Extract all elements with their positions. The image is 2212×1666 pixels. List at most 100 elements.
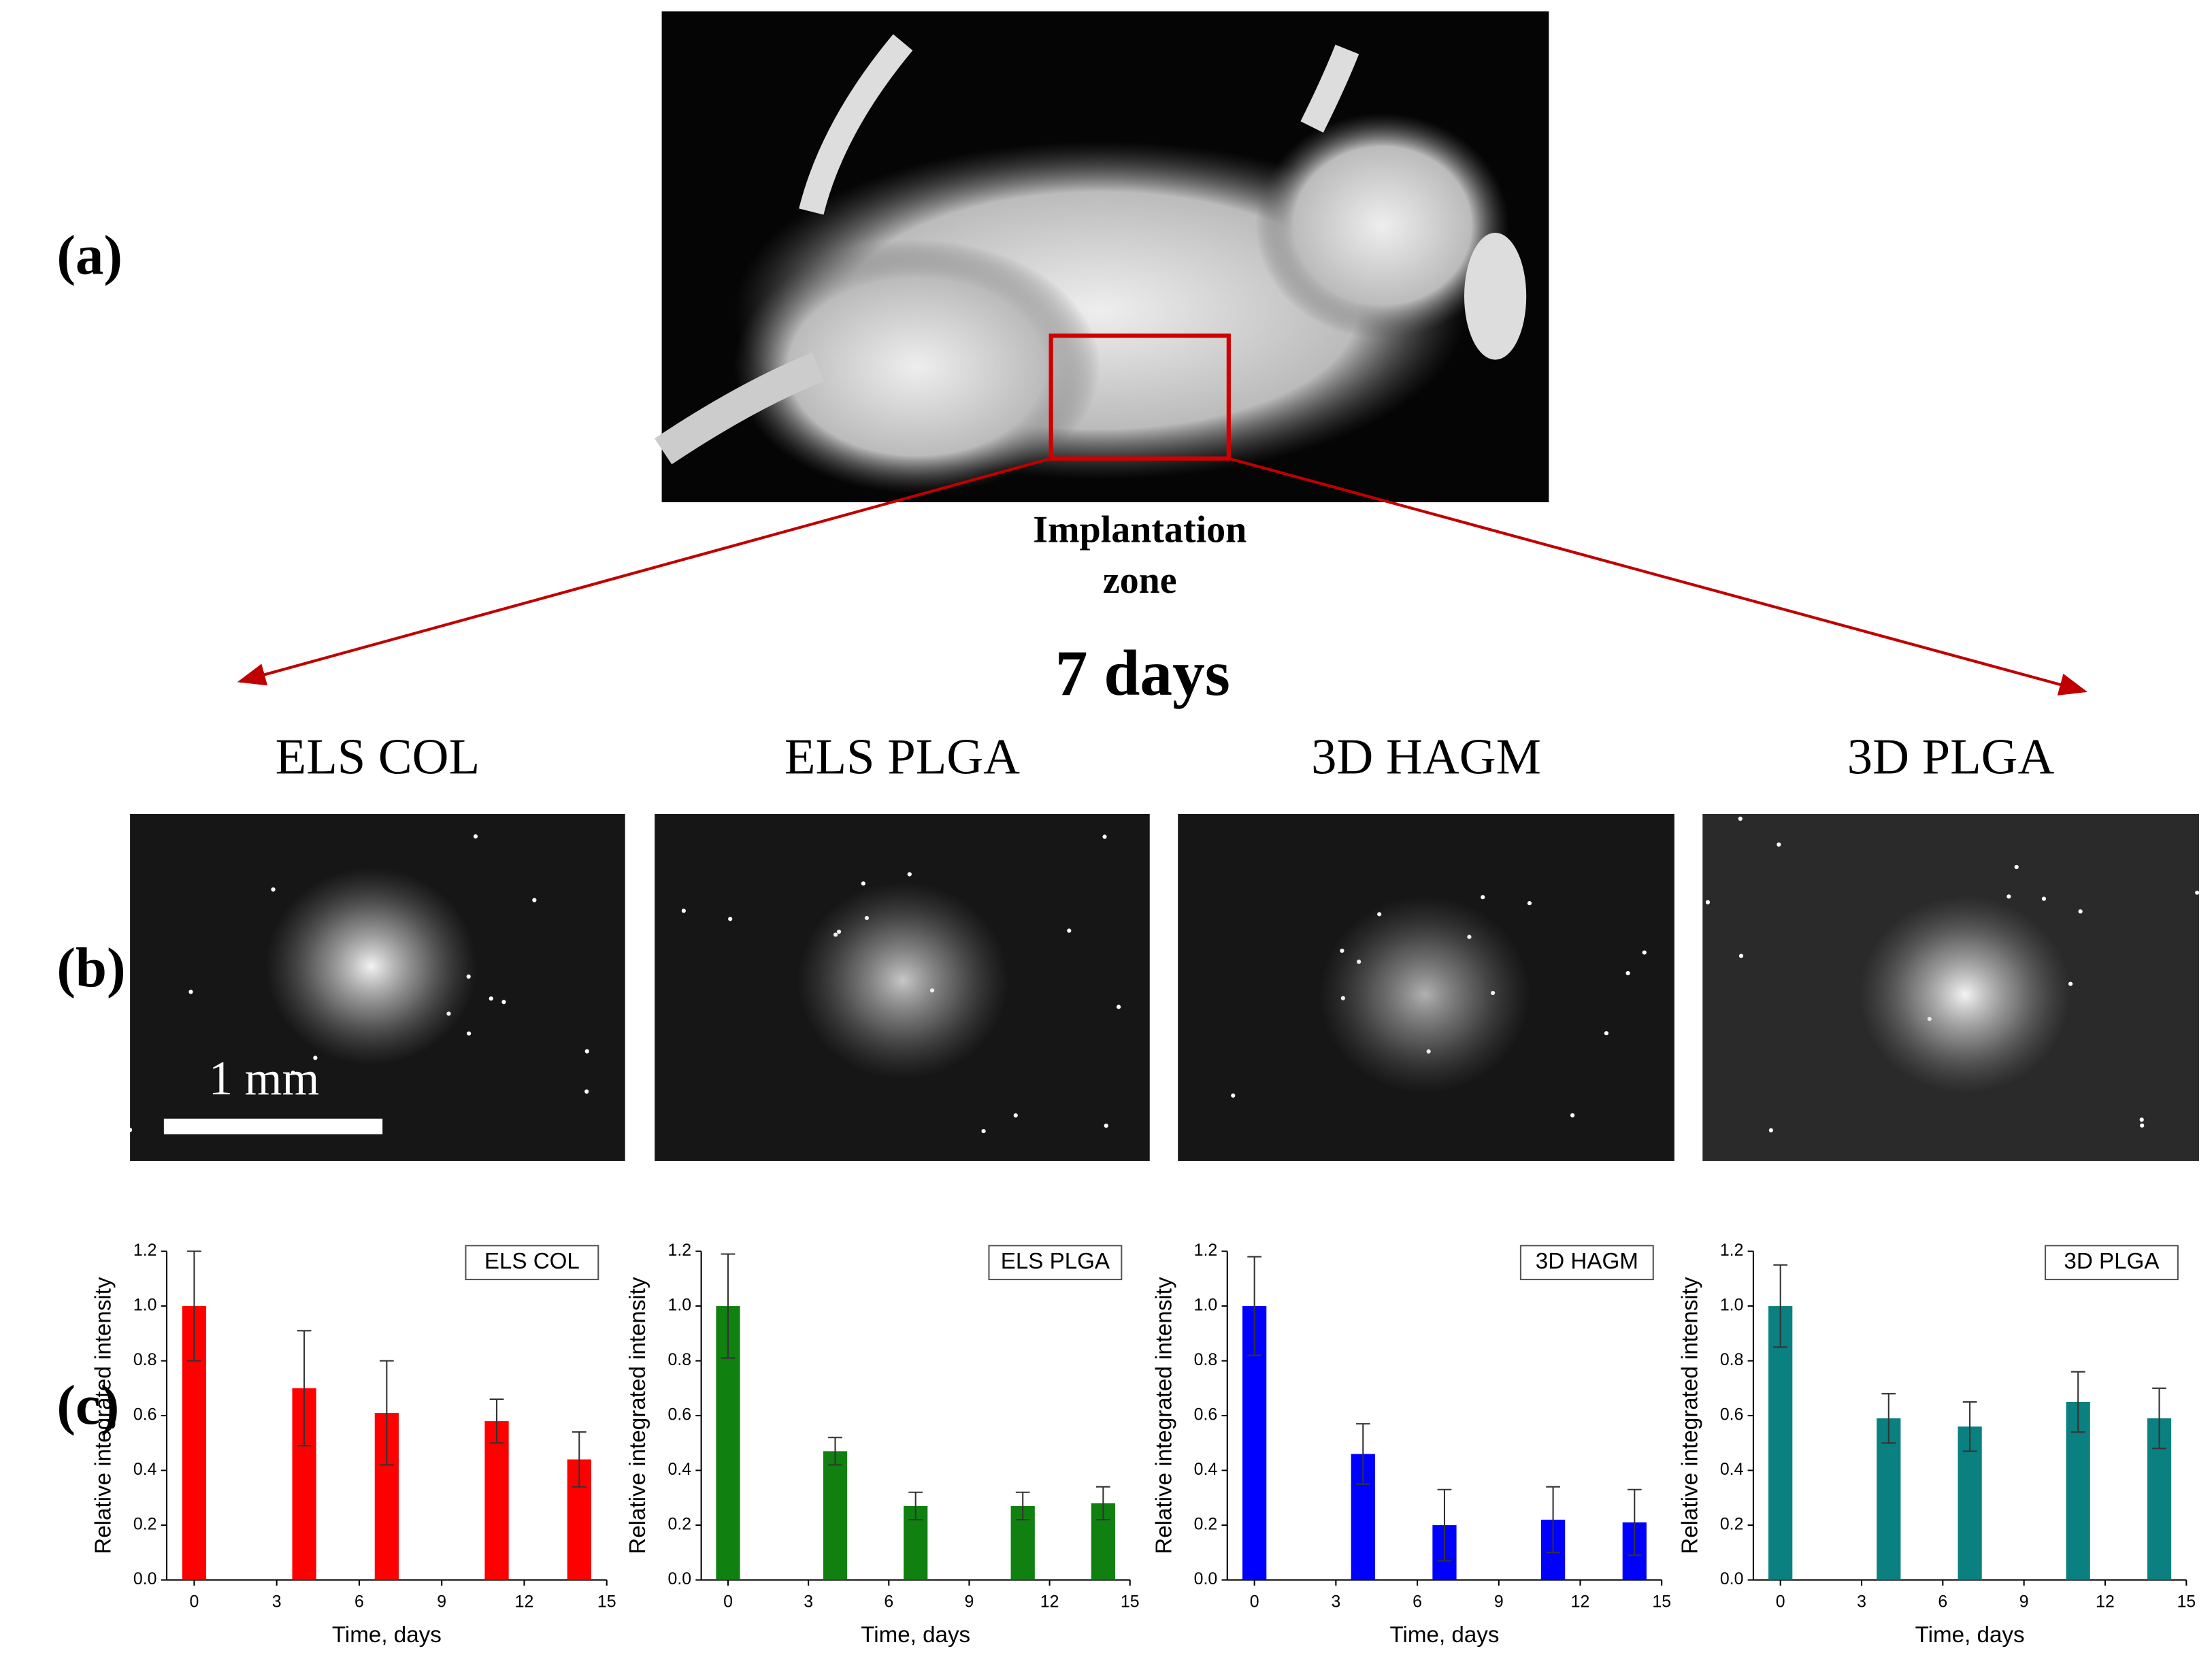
y-tick-label: 0.4 xyxy=(668,1460,692,1479)
speckle xyxy=(1604,1031,1609,1036)
x-tick-label: 6 xyxy=(1938,1592,1947,1611)
legend-box xyxy=(465,1245,599,1281)
y-tick-label: 1.2 xyxy=(668,1241,692,1260)
speckle xyxy=(1625,970,1630,976)
image-title: ELS COL xyxy=(276,729,480,785)
legend-box xyxy=(1519,1245,1654,1281)
speckle xyxy=(501,1000,506,1004)
error-bar xyxy=(1962,1401,1977,1452)
x-tick-label: 12 xyxy=(2096,1592,2115,1611)
y-tick-label: 0.4 xyxy=(1720,1460,1744,1479)
x-axis-label: Time, days xyxy=(332,1622,442,1648)
speckle xyxy=(2078,909,2083,914)
y-tick-label: 1.0 xyxy=(1720,1296,1744,1315)
speckle xyxy=(489,996,493,1001)
y-tick-label: 1.2 xyxy=(1720,1241,1744,1260)
speckle xyxy=(728,917,733,921)
y-tick-label: 0.0 xyxy=(668,1569,692,1588)
scale-bar xyxy=(163,1118,383,1134)
fluorescence-spot xyxy=(1319,896,1531,1094)
x-tick-label: 9 xyxy=(1494,1592,1504,1611)
y-tick-label: 0.0 xyxy=(1194,1569,1218,1588)
speckle xyxy=(2140,1123,2145,1128)
y-tick-label: 0.2 xyxy=(1720,1515,1744,1534)
error-bar xyxy=(379,1360,394,1466)
speckle xyxy=(2195,890,2200,895)
y-tick-label: 1.2 xyxy=(133,1241,157,1260)
y-tick-label: 0.2 xyxy=(133,1515,157,1534)
error-bar xyxy=(1095,1486,1110,1521)
image-title: ELS PLGA xyxy=(785,729,1020,785)
speckle xyxy=(2014,864,2019,870)
speckle xyxy=(1642,950,1647,955)
x-tick-label: 9 xyxy=(437,1592,446,1611)
y-tick-label: 0.6 xyxy=(1194,1405,1218,1424)
panel-label: (b) xyxy=(56,936,125,998)
x-axis-label: Time, days xyxy=(1390,1622,1500,1648)
x-tick-label: 15 xyxy=(2177,1592,2196,1611)
y-tick-label: 1.2 xyxy=(1194,1241,1218,1260)
error-bar xyxy=(1437,1488,1452,1562)
fluorescence-images xyxy=(128,814,2200,1161)
error-bar xyxy=(1247,1256,1262,1356)
x-tick-label: 0 xyxy=(1776,1592,1785,1611)
y-axis-label: Relative integrated intensity xyxy=(625,1277,650,1554)
error-bar xyxy=(297,1330,312,1447)
y-tick-label: 1.0 xyxy=(668,1296,692,1315)
error-bar xyxy=(1773,1264,1788,1348)
speckle xyxy=(1705,900,1711,904)
y-axis-label: Relative integrated intensity xyxy=(91,1277,116,1554)
legend-label: ELS PLGA xyxy=(1001,1249,1110,1274)
x-tick-label: 6 xyxy=(354,1592,364,1611)
legend-box xyxy=(988,1245,1123,1281)
error-bar xyxy=(2152,1387,2166,1450)
speckle xyxy=(1067,928,1072,933)
speckle xyxy=(473,834,478,839)
error-bar xyxy=(489,1398,504,1444)
speckle xyxy=(313,1056,318,1060)
y-tick-label: 0.2 xyxy=(1194,1515,1218,1534)
error-bar xyxy=(572,1431,587,1488)
x-tick-label: 12 xyxy=(515,1592,534,1611)
image-title: 3D PLGA xyxy=(1847,729,2055,785)
speckle xyxy=(584,1049,589,1054)
scale-bar-label: 1 mm xyxy=(209,1052,319,1105)
speckle xyxy=(907,872,912,877)
error-bar xyxy=(2070,1371,2085,1433)
y-tick-label: 0.4 xyxy=(133,1460,157,1479)
x-tick-label: 0 xyxy=(1250,1592,1259,1611)
legend-box xyxy=(2044,1245,2179,1281)
annotation: zone xyxy=(1103,559,1177,602)
bar xyxy=(1877,1418,1901,1580)
x-tick-label: 3 xyxy=(1857,1592,1866,1611)
speckle xyxy=(1570,1113,1575,1117)
y-tick-label: 0.8 xyxy=(668,1350,692,1369)
arrow xyxy=(1228,457,2088,696)
time-point: 7 days xyxy=(1055,637,1230,709)
bar xyxy=(484,1421,509,1580)
speckle xyxy=(1102,834,1107,839)
error-bar xyxy=(721,1253,736,1359)
legend-label: 3D PLGA xyxy=(2064,1249,2160,1274)
x-tick-label: 12 xyxy=(1571,1592,1590,1611)
speckle xyxy=(128,1128,133,1132)
error-bar xyxy=(828,1437,842,1466)
x-tick-label: 3 xyxy=(272,1592,282,1611)
y-tick-label: 0.6 xyxy=(1720,1405,1744,1424)
x-tick-label: 15 xyxy=(597,1592,616,1611)
speckle xyxy=(861,881,865,886)
speckle xyxy=(1738,816,1743,821)
y-axis-label: Relative integrated intensity xyxy=(1151,1277,1176,1554)
speckle xyxy=(467,1031,472,1036)
y-tick-label: 0.4 xyxy=(1194,1460,1218,1479)
speckle xyxy=(1768,1128,1773,1132)
image-title: 3D HAGM xyxy=(1311,729,1541,785)
x-tick-label: 9 xyxy=(965,1592,974,1611)
x-tick-label: 6 xyxy=(1413,1592,1422,1611)
y-tick-label: 1.0 xyxy=(1194,1296,1218,1315)
bar xyxy=(1768,1306,1793,1580)
speckle xyxy=(2139,1117,2144,1122)
speckle xyxy=(1738,953,1744,958)
speckle xyxy=(188,990,193,994)
x-tick-label: 0 xyxy=(723,1592,733,1611)
